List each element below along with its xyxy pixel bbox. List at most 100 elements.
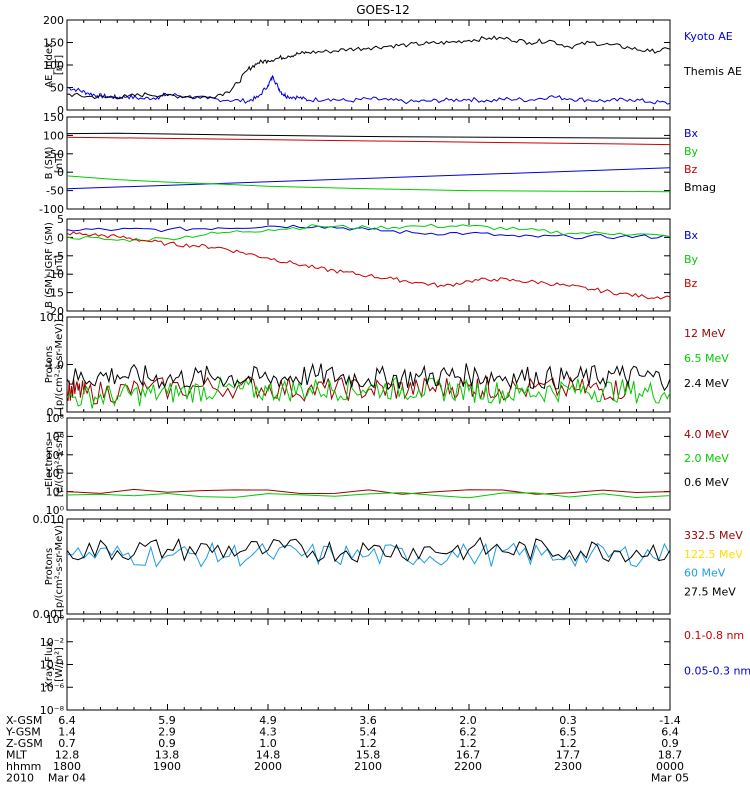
y-tick-label: 0 (57, 104, 64, 117)
ephemeris-value: 12.8 (55, 749, 80, 762)
panel-1: 150 100 50 0 -50 -100 B (SM) [nT] Bx By Bz Bmag (39, 111, 716, 216)
ephemeris-value: 1.2 (559, 737, 577, 750)
legend-entry: Kyoto AE (684, 30, 733, 43)
panel-6: 10⁰ 10⁻² 10⁻⁴ 10⁻⁶ 10⁻⁸ Xray Flux [W/m²] 0.1-0.… (40, 613, 750, 717)
ephemeris-value: 6.4 (661, 726, 679, 739)
ephemeris-value: 0.9 (661, 737, 679, 750)
series-group (67, 536, 670, 568)
ephemeris-value: 13.8 (155, 749, 180, 762)
series-line-0 (67, 167, 670, 190)
ephemeris-value: 6.4 (58, 714, 76, 727)
series-line-1 (67, 376, 670, 409)
ephemeris-value: 2200 (454, 760, 482, 773)
legend-entry: 122.5 MeV (684, 548, 743, 561)
y-tick-label: 0 (57, 166, 64, 179)
series-group (67, 223, 670, 300)
y-tick-label: 0.1 (47, 406, 65, 419)
y-axis-label: [W/m²] (54, 647, 65, 682)
ephemeris-value: 1900 (153, 760, 181, 773)
ephemeris-value: 0.3 (559, 714, 577, 727)
y-tick-label: 0.001 (33, 608, 65, 621)
panel-frame (66, 618, 671, 711)
y-tick-label: 10⁴ (46, 449, 65, 462)
legend-entry: 2.4 MeV (684, 377, 729, 390)
ephemeris-value: Mar 04 (48, 772, 86, 785)
y-tick-label: -100 (39, 203, 64, 216)
panel-2: 5 0 -5 -10 -15 -20B (SM)-IGRF (SM) [nT] Bx By Bz (44, 213, 699, 318)
ephemeris-value: 0000 (656, 760, 684, 773)
series-line-0 (67, 376, 631, 405)
y-tick-label: 50 (50, 148, 64, 161)
y-tick-label: 10⁸ (46, 412, 65, 425)
legend-entry: 0.6 MeV (684, 476, 729, 489)
panel-frame (66, 518, 671, 615)
series-line-2 (67, 136, 670, 146)
series-line-1 (67, 223, 670, 243)
series-line-3 (67, 536, 670, 563)
y-tick-label: 10⁰ (46, 504, 65, 517)
ephemeris-value: 17.7 (556, 749, 581, 762)
series-line-2 (67, 412, 670, 417)
series-line-1 (67, 175, 670, 193)
ephemeris-value: -1.4 (659, 714, 680, 727)
y-tick-label: 10⁻² (40, 636, 64, 649)
y-axis-label: Protons (44, 346, 55, 383)
y-tick-label: 100 (43, 129, 64, 142)
y-axis-label: [p/(cm²-s-sr-MeV)] (54, 319, 65, 410)
ephemeris-value: 1.2 (359, 737, 377, 750)
y-tick-label: 10⁰ (46, 613, 65, 626)
legend-entry: Bz (684, 277, 698, 290)
ephemeris-value: 3.6 (359, 714, 377, 727)
legend-entry: 60 MeV (684, 567, 726, 580)
y-tick-label: 10⁻⁸ (40, 704, 65, 717)
y-axis-label: Protons (44, 548, 55, 585)
y-tick-label: 150 (43, 111, 64, 124)
series-group (67, 362, 670, 409)
y-tick-label: 10³ (46, 467, 64, 480)
legend-entry: 6.5 MeV (684, 352, 729, 365)
panel-frame (66, 116, 671, 210)
y-tick-label: 0.010 (33, 513, 65, 526)
y-tick-label: -20 (46, 305, 64, 318)
ephemeris-value: 16.7 (456, 749, 481, 762)
series-line-3 (67, 132, 670, 139)
y-axis-label: Electrons (44, 441, 55, 487)
legend-entry: Bx (684, 127, 699, 140)
legend-entry: 332.5 MeV (684, 529, 743, 542)
ephemeris-value: 6.2 (459, 726, 477, 739)
legend-entry: By (684, 253, 699, 266)
ephemeris-value: 2100 (354, 760, 382, 773)
y-tick-label: 150 (43, 37, 64, 50)
y-tick-label: 200 (43, 14, 64, 27)
panel-5: 0.010 0.001 Protons [p/(cm²-s-sr-MeV)] 332.5… (33, 513, 744, 621)
ephemeris-value: 4.3 (259, 726, 277, 739)
y-tick-label: 10⁶ (46, 430, 65, 443)
ephemeris-value: 2000 (254, 760, 282, 773)
y-tick-label: 50 (50, 82, 64, 95)
y-axis-label: B (SM) (44, 146, 55, 179)
ephemeris-row-label: X-GSM (6, 714, 42, 727)
series-group (67, 412, 670, 499)
y-axis-label: [nT] (54, 55, 65, 75)
series-line-2 (67, 362, 670, 392)
ephemeris-value: 1.4 (58, 726, 76, 739)
series-line-1 (67, 492, 670, 499)
legend-entry: Themis AE (683, 65, 742, 78)
ephemeris-value: 0.9 (158, 737, 176, 750)
y-tick-label: 10.0 (40, 311, 65, 324)
y-tick-label: 0 (57, 231, 64, 244)
series-line-1 (67, 35, 670, 100)
legend-entry: Bz (684, 163, 698, 176)
y-axis-label: B (SM)-IGRF (SM) (44, 222, 55, 308)
legend-entry: 4.0 MeV (684, 428, 729, 441)
ephemeris-value: 2.0 (459, 714, 477, 727)
series-line-0 (67, 75, 670, 105)
chart-title: GOES-12 (356, 3, 410, 17)
ephemeris-value: 6.5 (559, 726, 577, 739)
legend-entry: 27.5 MeV (684, 585, 736, 598)
y-tick-label: 5 (57, 213, 64, 226)
ephemeris-row-label: Z-GSM (6, 737, 43, 750)
y-tick-label: 10⁻⁶ (40, 681, 65, 694)
ephemeris-row-label: MLT (6, 749, 27, 762)
